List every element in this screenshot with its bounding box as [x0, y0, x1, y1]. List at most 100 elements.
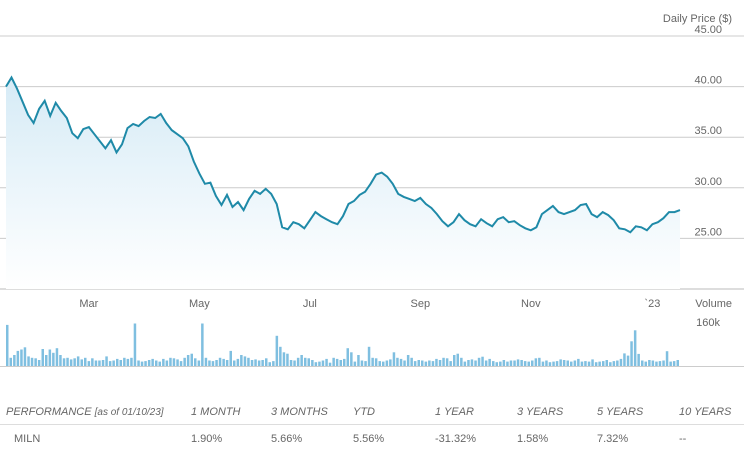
month-label: Sep	[411, 298, 431, 310]
volume-bar	[87, 361, 91, 366]
volume-bar	[98, 360, 101, 366]
price-tick-label: 45.00	[694, 24, 722, 36]
volume-bar	[587, 361, 591, 366]
volume-bar	[662, 360, 665, 366]
volume-bar	[609, 362, 612, 366]
volume-bar	[676, 360, 679, 366]
volume-bar	[215, 360, 218, 366]
month-label: Jul	[303, 298, 317, 310]
volume-bar	[499, 361, 502, 366]
volume-bar	[37, 360, 41, 366]
volume-bar	[658, 361, 662, 366]
volume-bar	[300, 355, 303, 366]
volume-bar	[343, 358, 346, 366]
volume-bar	[633, 330, 637, 366]
volume-tick-label: 160k	[696, 317, 720, 329]
volume-bar	[534, 358, 538, 366]
volume-bar	[243, 356, 247, 366]
volume-bar	[438, 360, 442, 366]
volume-bar	[289, 360, 293, 366]
volume-bar	[602, 361, 605, 366]
volume-bar	[669, 361, 672, 366]
volume-bar	[378, 361, 381, 366]
volume-bar	[396, 357, 399, 366]
volume-bar	[435, 358, 438, 366]
volume-bar	[541, 361, 545, 366]
volume-bar	[108, 361, 112, 366]
volume-bar	[335, 358, 339, 366]
volume-bar	[151, 358, 154, 366]
volume-bar	[399, 358, 403, 366]
volume-bar	[357, 355, 360, 366]
volume-bar	[566, 360, 569, 366]
volume-bar	[126, 358, 130, 366]
volume-bar	[62, 358, 66, 366]
volume-bar	[155, 360, 158, 366]
volume-bar	[27, 356, 30, 366]
as-of-date: [as of 01/10/23]	[94, 407, 164, 418]
volume-bar	[360, 360, 364, 366]
volume-bar	[66, 357, 69, 366]
volume-bar	[20, 349, 23, 366]
volume-bar	[240, 355, 243, 366]
volume-bar	[648, 360, 651, 366]
volume-bar	[442, 357, 445, 366]
volume-bar	[538, 357, 541, 366]
volume-bar	[13, 355, 16, 366]
volume-bar	[16, 350, 20, 366]
volume-bar	[463, 361, 467, 366]
volume-bar	[91, 358, 94, 366]
volume-bar	[474, 360, 477, 366]
volume-bar	[672, 361, 676, 366]
price-line	[5, 75, 681, 234]
volume-bar	[158, 361, 161, 366]
volume-bar	[165, 360, 169, 366]
volume-bar	[208, 360, 211, 366]
volume-bar	[392, 352, 396, 366]
volume-bar	[282, 352, 286, 366]
volume-bar	[236, 358, 240, 366]
volume-bar	[229, 350, 232, 366]
volume-bar	[34, 358, 37, 366]
volume-bar	[545, 360, 548, 366]
volume-bar	[233, 360, 236, 366]
volume-bar	[385, 360, 389, 366]
volume-bar	[421, 360, 424, 366]
volume-bar	[403, 360, 406, 366]
volume-bar	[513, 360, 516, 366]
volume-bar	[410, 357, 413, 366]
price-axis-label: Daily Price ($)	[663, 13, 732, 25]
volume-bar	[179, 361, 183, 366]
volume-bar	[531, 360, 534, 366]
volume-bar	[548, 362, 552, 366]
volume-bar	[431, 361, 435, 366]
month-labels: Mar May Jul Sep Nov `23	[79, 298, 660, 310]
volume-bar	[651, 360, 655, 366]
perf-1-year: -31.32%	[435, 433, 476, 445]
volume-bar	[584, 361, 587, 366]
volume-bar	[169, 357, 172, 366]
volume-bar	[286, 353, 289, 366]
volume-bar	[449, 361, 452, 366]
price-tick-label: 30.00	[694, 176, 722, 188]
price-volume-chart: Daily Price ($) 45.00 40.00 35.00 30.00 25.0…	[0, 13, 744, 367]
volume-bar	[201, 323, 204, 366]
volume-bar	[94, 360, 98, 366]
volume-bar	[644, 361, 647, 366]
performance-header-row: PERFORMANCE [as of 01/10/23] 1 MONTH 3 M…	[0, 400, 744, 425]
volume-bar	[133, 323, 137, 366]
volume-bar	[346, 348, 349, 366]
volume-bar	[516, 359, 520, 366]
volume-bar	[580, 361, 584, 366]
volume-bar	[637, 353, 640, 366]
volume-bar	[144, 361, 147, 366]
volume-bar	[428, 360, 431, 366]
volume-bar	[30, 357, 34, 366]
volume-bar	[76, 356, 80, 366]
volume-bar	[172, 358, 176, 366]
volume-bar	[626, 355, 630, 366]
period-ytd: YTD	[353, 400, 435, 425]
volume-bar	[261, 360, 264, 366]
volume-bar	[265, 358, 268, 366]
volume-bar	[506, 361, 509, 366]
